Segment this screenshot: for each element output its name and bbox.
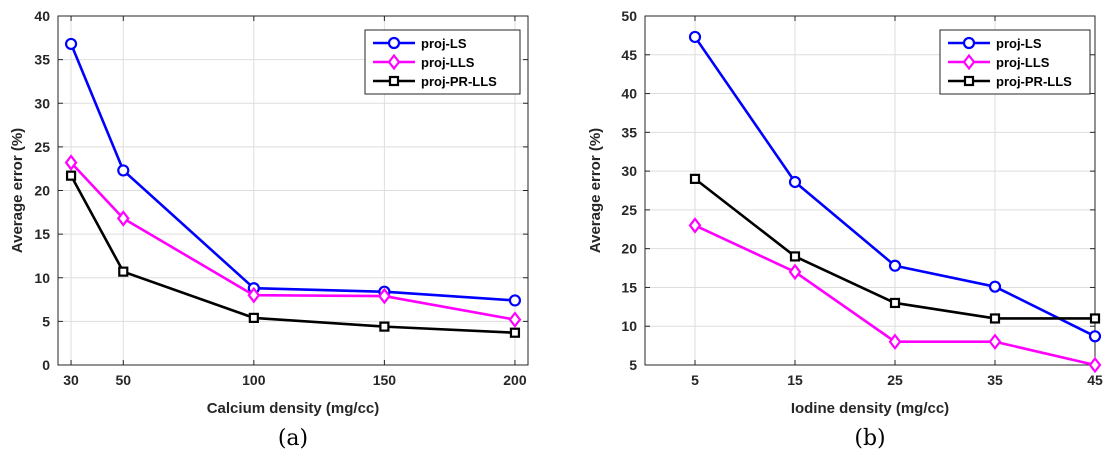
series-proj-lls	[688, 217, 1102, 374]
series-proj-lls	[64, 154, 522, 328]
y-axis-label: Average error (%)	[587, 128, 604, 253]
x-tick-label: 45	[1087, 372, 1103, 388]
y-tick-label: 25	[34, 139, 50, 155]
y-tick-label: 15	[34, 226, 50, 242]
axes-frame	[644, 15, 1096, 366]
y-tick-label: 30	[621, 163, 637, 179]
data-point-circle	[688, 30, 702, 44]
data-point-square	[789, 251, 801, 262]
y-tick-label: 25	[621, 202, 637, 218]
data-point-diamond	[1088, 356, 1102, 374]
data-point-square	[118, 266, 129, 277]
legend-label: proj-LS	[421, 36, 467, 51]
y-tick-label: 30	[34, 95, 50, 111]
data-point-square	[689, 173, 701, 184]
y-axis-label: Average error (%)	[9, 128, 26, 253]
y-tick-label: 0	[42, 357, 50, 373]
y-tick-label: 35	[621, 124, 637, 140]
y-tick-label: 10	[621, 318, 637, 334]
legend: proj-LS proj-LLS proj-PR-LLS	[364, 29, 521, 95]
x-tick-label: 25	[887, 372, 903, 388]
y-tick-label: 20	[34, 183, 50, 199]
data-point-square	[989, 313, 1001, 324]
y-tick-label: 50	[621, 8, 637, 24]
data-point-diamond	[688, 217, 702, 234]
x-tick-label: 50	[115, 372, 131, 388]
y-tick-label: 40	[621, 86, 637, 102]
series-proj-ls	[688, 30, 1102, 343]
data-point-circle	[788, 175, 802, 189]
legend-swatch-marker	[387, 36, 401, 50]
legend-label: proj-PR-LLS	[421, 74, 497, 89]
x-tick-label: 150	[373, 372, 397, 388]
data-point-square	[379, 321, 390, 332]
chart-caption: (b)	[854, 426, 885, 451]
legend-swatch-marker	[963, 75, 975, 87]
data-point-square	[889, 297, 901, 309]
chart-b: 5 15 25 35 45 5 10 15 20 25 30 35 40 45 50 Iodine densi…	[587, 8, 1103, 451]
y-tick-label: 45	[621, 47, 637, 63]
x-tick-label: 30	[63, 372, 79, 388]
y-tick-label: 5	[42, 313, 50, 329]
data-point-diamond	[888, 333, 902, 351]
y-tick-label: 5	[629, 357, 637, 373]
legend-label: proj-LS	[996, 36, 1042, 51]
data-point-circle	[988, 280, 1002, 293]
x-tick-label: 200	[503, 372, 527, 388]
y-tick-label: 40	[34, 8, 50, 24]
x-tick-label: 100	[242, 372, 266, 388]
data-point-diamond	[116, 210, 130, 227]
y-tick-label: 15	[621, 279, 637, 295]
data-point-diamond	[988, 333, 1002, 351]
x-axis-label: Iodine density (mg/cc)	[791, 400, 949, 417]
y-tick-label: 10	[34, 270, 50, 286]
legend: proj-LS proj-LLS proj-PR-LLS	[939, 29, 1091, 95]
series-proj-pr-lls	[689, 173, 1101, 324]
data-point-diamond	[247, 286, 261, 304]
data-point-circle	[508, 294, 522, 307]
data-point-diamond	[378, 287, 391, 305]
data-point-circle	[1088, 330, 1102, 343]
x-tick-label: 5	[691, 372, 699, 388]
data-point-diamond	[508, 311, 522, 328]
data-point-diamond	[788, 263, 802, 281]
legend-swatch-marker	[388, 75, 400, 87]
x-axis-label: Calcium density (mg/cc)	[207, 400, 380, 417]
data-point-square	[1089, 313, 1101, 324]
chart-caption: (a)	[278, 426, 308, 451]
y-tick-label: 35	[34, 52, 50, 68]
data-point-circle	[117, 164, 130, 177]
legend-label: proj-LLS	[421, 55, 475, 70]
data-point-square	[248, 312, 259, 323]
y-tick-label: 20	[621, 241, 637, 257]
legend-swatch-marker	[962, 36, 976, 50]
legend-label: proj-LLS	[996, 55, 1050, 70]
legend-swatch-marker	[962, 53, 976, 71]
data-point-circle	[64, 37, 78, 51]
chart-a: 30 50 100 150 200 0 5 10 15 20 25 30 35 40 Calcium den…	[9, 8, 529, 451]
data-point-square	[65, 170, 77, 181]
data-point-square	[509, 327, 521, 338]
series-proj-pr-lls	[65, 170, 521, 338]
data-point-circle	[888, 259, 902, 272]
legend-label: proj-PR-LLS	[996, 74, 1072, 89]
x-tick-label: 35	[987, 372, 1003, 388]
legend-swatch-marker	[387, 53, 401, 71]
data-point-diamond	[64, 154, 78, 171]
x-tick-label: 15	[787, 372, 803, 388]
